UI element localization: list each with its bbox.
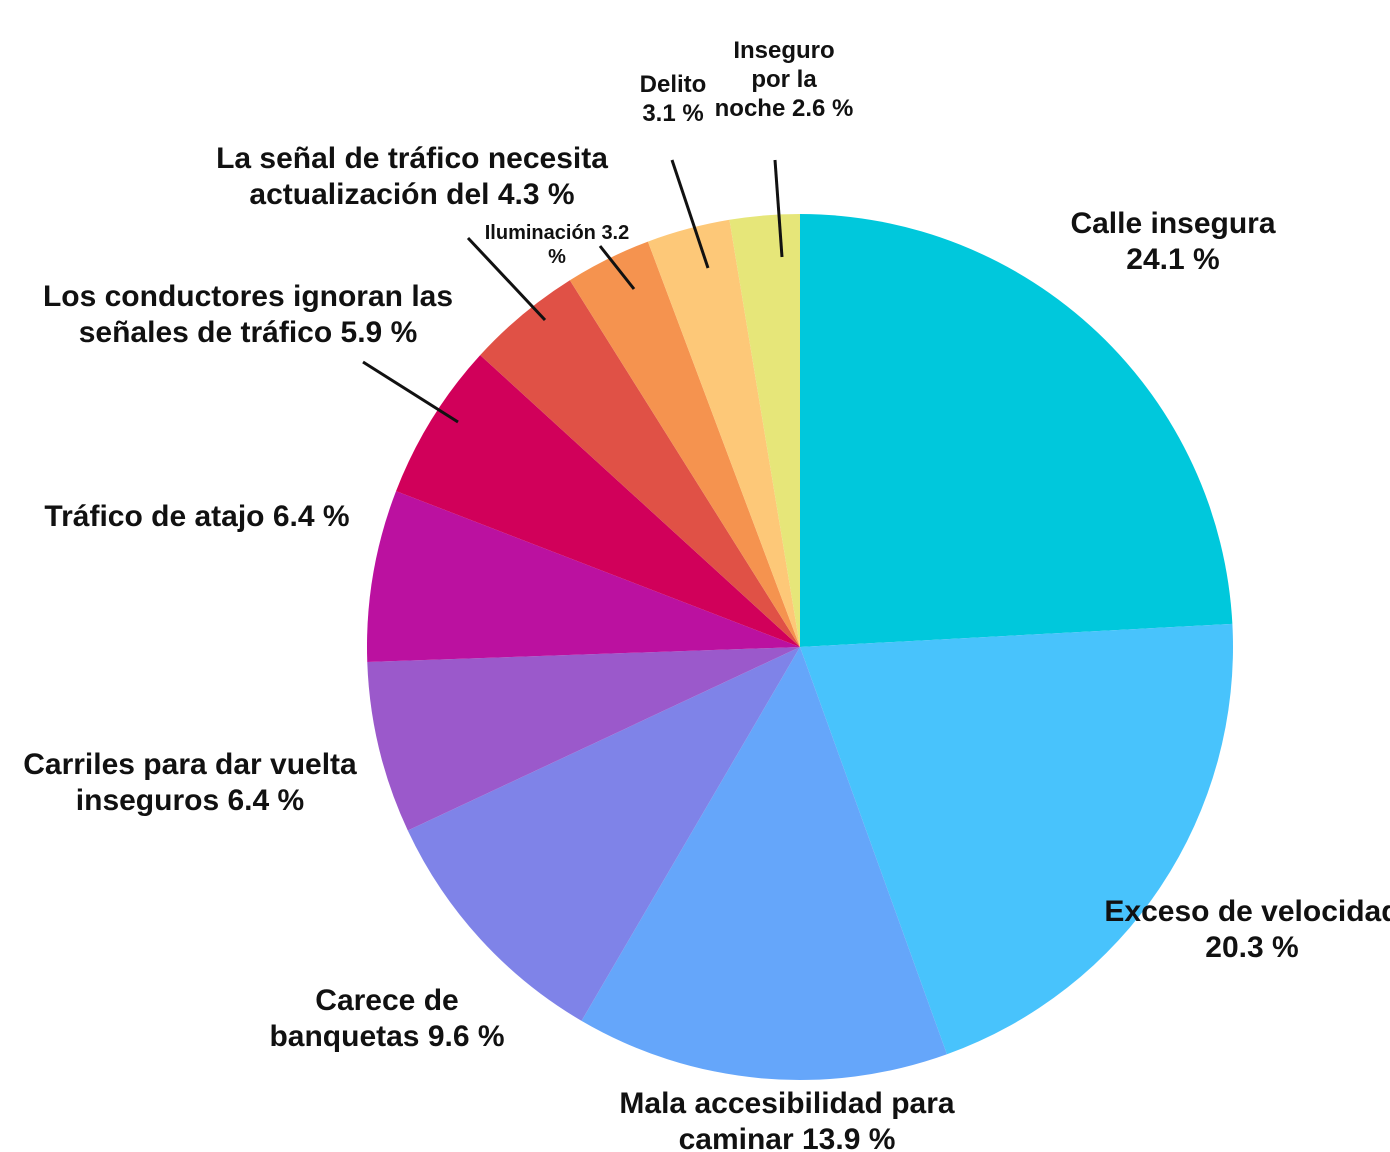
- slice: [647, 219, 800, 647]
- slice-label: Inseguro por la noche 2.6 %: [714, 37, 854, 123]
- slice-label: Carece de banquetas 9.6 %: [242, 983, 532, 1055]
- slice-label: La señal de tráfico necesita actualizaci…: [177, 141, 647, 213]
- slice-label: Iluminación 3.2 %: [477, 221, 637, 269]
- leader-line: [670, 159, 710, 269]
- slice-label: Exceso de velocidad 20.3 %: [1102, 894, 1390, 966]
- leader-line: [598, 245, 636, 290]
- value-label: 20.3 %: [1205, 931, 1299, 964]
- category-name: Inseguro por la noche: [714, 36, 835, 122]
- slice-label: Mala accesibilidad para caminar 13.9 %: [577, 1086, 997, 1152]
- category-name: Exceso de velocidad: [1104, 895, 1390, 928]
- slice: [366, 491, 800, 662]
- slice: [480, 280, 800, 647]
- category-name: La señal de tráfico necesita actualizaci…: [216, 142, 608, 211]
- value-label: 3.2 %: [548, 222, 630, 268]
- slices: [366, 214, 1233, 1080]
- value-label: 5.9 %: [340, 316, 418, 349]
- slice-label: Calle insegura 24.1 %: [1043, 206, 1303, 278]
- value-label: 2.6 %: [791, 94, 854, 122]
- value-label: 4.3 %: [497, 178, 575, 211]
- category-name: Mala accesibilidad para caminar: [619, 1087, 955, 1152]
- category-name: Delito: [639, 71, 707, 99]
- leader-line: [362, 360, 459, 424]
- value-label: 3.1 %: [642, 100, 704, 127]
- category-name: Los conductores ignoran las señales de t…: [42, 280, 454, 349]
- leader-lines: [362, 159, 784, 424]
- slice: [569, 241, 800, 647]
- slice: [367, 647, 800, 831]
- category-name: Calle insegura: [1070, 207, 1276, 240]
- value-label: 6.4 %: [227, 784, 305, 817]
- category-name: Carriles para dar vuelta inseguros: [23, 748, 357, 817]
- value-label: 9.6 %: [427, 1020, 505, 1053]
- slice: [581, 647, 947, 1080]
- slice: [800, 623, 1233, 1055]
- category-name: Iluminación: [484, 222, 596, 244]
- value-label: 13.9 %: [802, 1123, 896, 1152]
- slice-label: Delito 3.1 %: [623, 71, 723, 129]
- leader-line: [773, 159, 784, 258]
- value-label: 24.1 %: [1126, 243, 1220, 276]
- slice-label: Tráfico de atajo 6.4 %: [0, 499, 397, 535]
- slice: [800, 214, 1233, 647]
- slice: [407, 647, 800, 1021]
- value-label: 6.4 %: [272, 500, 350, 533]
- slice-label: Los conductores ignoran las señales de t…: [8, 279, 488, 351]
- slice: [729, 214, 800, 647]
- slice: [396, 355, 800, 647]
- leader-line: [466, 236, 547, 322]
- category-name: Tráfico de atajo: [44, 500, 265, 533]
- slice-label: Carriles para dar vuelta inseguros 6.4 %: [0, 747, 380, 819]
- category-name: Carece de banquetas: [269, 984, 459, 1053]
